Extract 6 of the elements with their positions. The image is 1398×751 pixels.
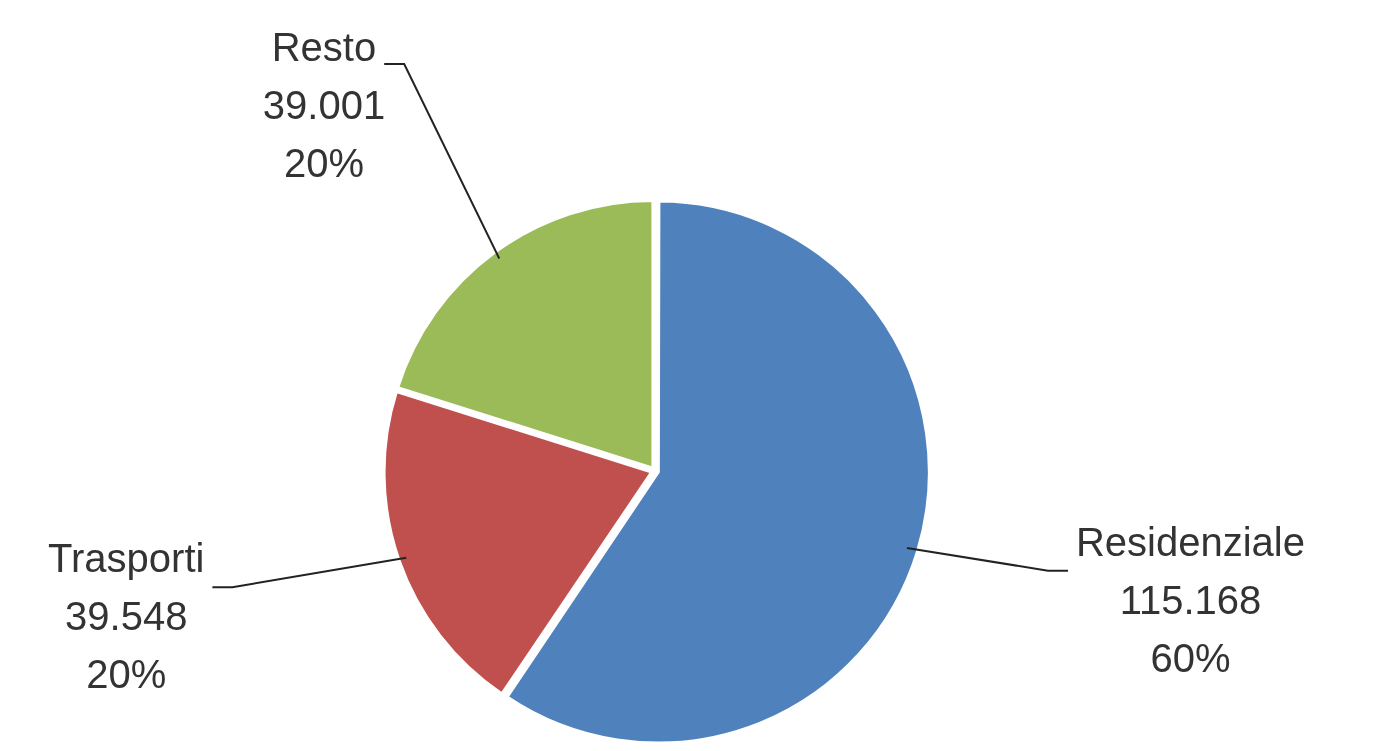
data-label: 39.001 20% [262,83,386,186]
data-label: 115.168 60% [1119,577,1262,680]
data-label: 39.548 20% [65,594,188,697]
slice-label: Residenziale [1075,519,1306,564]
slice-label: Trasporti [48,536,205,581]
slice-label: Resto [271,25,377,70]
